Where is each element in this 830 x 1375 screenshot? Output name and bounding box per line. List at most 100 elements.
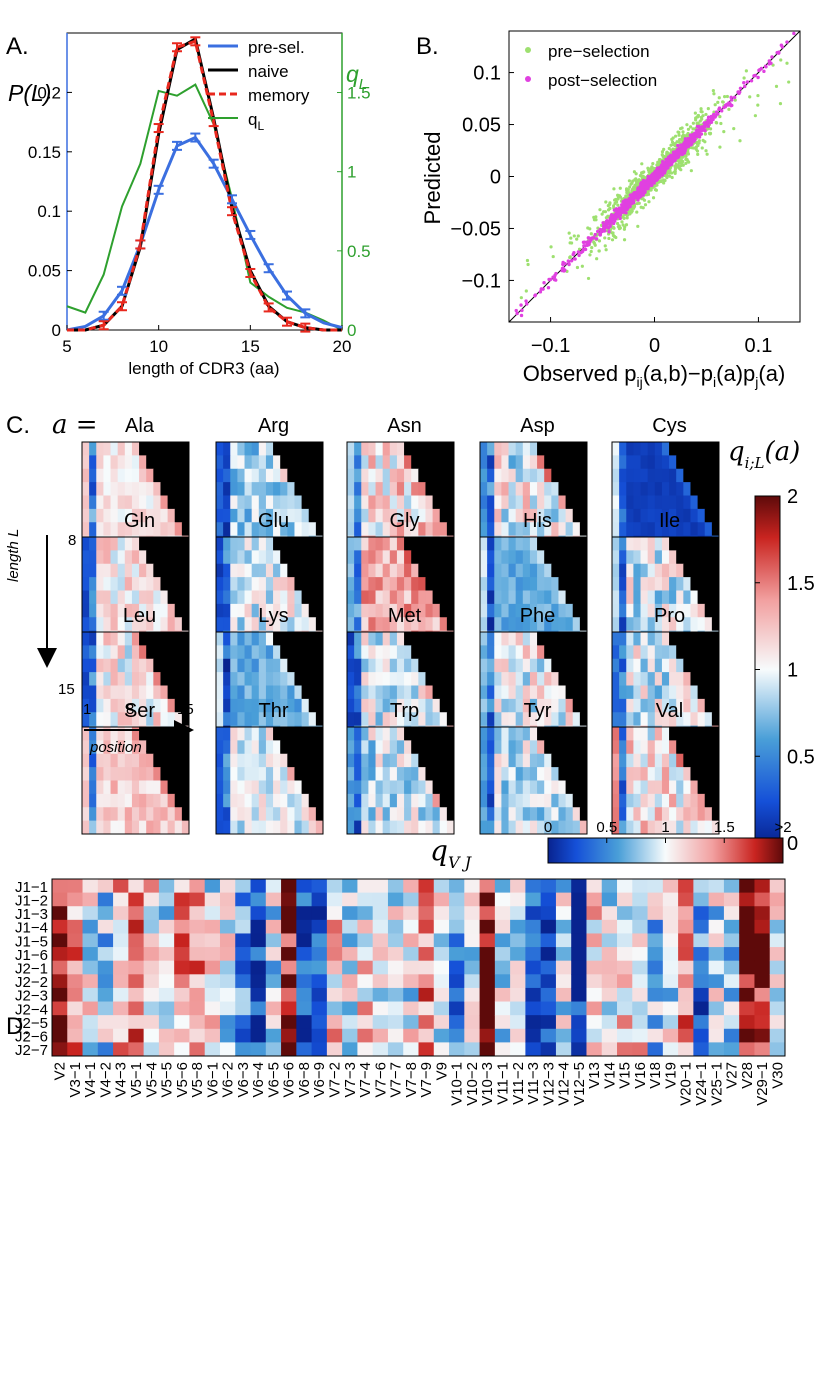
heatmap-cell <box>654 603 663 618</box>
heatmap-cell <box>439 482 448 496</box>
panel-b-xlabel: Observed pij(a,b)−pi(a)pj(a) <box>523 361 786 390</box>
heatmap-cell <box>508 672 517 686</box>
heatmap-cell <box>404 468 412 483</box>
vj-cell <box>311 1015 328 1030</box>
heatmap-cell <box>612 672 620 686</box>
heatmap-cell <box>82 603 90 618</box>
vj-cell <box>97 1042 114 1057</box>
heatmap-cell <box>661 793 670 808</box>
heatmap-cell <box>82 482 90 496</box>
heatmap-cell <box>683 468 691 483</box>
heatmap-cell <box>411 632 419 646</box>
point-post-selection <box>690 135 695 139</box>
heatmap-cell <box>704 617 713 632</box>
heatmap-cell <box>368 793 376 808</box>
vj-cell <box>250 960 267 975</box>
heatmap-cell <box>287 482 295 496</box>
heatmap-cell <box>676 455 684 470</box>
heatmap-cell <box>508 807 517 822</box>
heatmap-cell <box>382 442 391 456</box>
heatmap-cell <box>174 807 183 822</box>
point-pre-selection <box>703 132 707 136</box>
heatmap-cell <box>432 550 441 565</box>
heatmap-cell <box>446 780 455 795</box>
heatmap-cell <box>494 645 502 660</box>
heatmap-cell <box>230 807 238 822</box>
panel-a-legend: pre-sel. naive memory qL <box>208 38 310 133</box>
heatmap-cell <box>347 508 355 523</box>
heatmap-cell <box>544 658 552 673</box>
heatmap-cell <box>244 793 253 808</box>
heatmap-cell <box>661 617 670 632</box>
heatmap-cell <box>544 698 552 713</box>
vj-cell <box>326 1028 343 1043</box>
heatmap-cell <box>167 508 176 523</box>
heatmap-title-leu: Leu <box>123 605 156 627</box>
heatmap-cell <box>375 753 384 768</box>
heatmap-cell <box>487 793 495 808</box>
heatmap-cell <box>654 727 663 741</box>
heatmap-cell <box>389 753 398 768</box>
heatmap-cell <box>432 685 441 700</box>
heatmap-cell <box>522 698 531 713</box>
heatmap-cell <box>711 468 720 483</box>
heatmap-cell <box>368 767 376 781</box>
heatmap-cell <box>110 455 119 470</box>
heatmap-cell <box>181 508 190 523</box>
heatmap-cell <box>501 537 509 551</box>
point-post-selection <box>635 191 639 195</box>
point-post-selection <box>706 115 711 119</box>
heatmap-cell <box>418 482 426 496</box>
heatmap-cell <box>382 645 391 660</box>
point-post-selection <box>653 172 658 177</box>
heatmap-cell <box>237 482 245 496</box>
heatmap-cell <box>160 712 168 727</box>
heatmap-cell <box>216 508 224 523</box>
point-pre-selection <box>598 208 602 212</box>
heatmap-trp <box>346 726 455 835</box>
vj-cell <box>326 960 343 975</box>
heatmap-cell <box>633 468 641 483</box>
heatmap-cell <box>647 658 656 673</box>
heatmap-val <box>611 726 720 835</box>
heatmap-cell <box>480 672 488 686</box>
heatmap-cell <box>287 603 295 618</box>
panel-a-xlabel: length of CDR3 (aa) <box>128 359 279 378</box>
heatmap-cell <box>287 632 295 646</box>
heatmap-cell <box>280 508 288 523</box>
heatmap-cell <box>572 590 581 605</box>
heatmap-cell <box>382 577 391 591</box>
heatmap-cell <box>382 793 391 808</box>
heatmap-gln <box>81 536 190 645</box>
point-pre-selection <box>577 247 582 251</box>
heatmap-cell <box>551 727 559 741</box>
heatmap-cell <box>280 645 288 660</box>
heatmap-cell <box>181 468 190 483</box>
heatmap-cell <box>361 672 369 686</box>
heatmap-cell <box>258 698 267 713</box>
heatmap-frame <box>479 726 588 835</box>
heatmap-cell <box>308 632 317 646</box>
point-post-selection <box>608 224 612 228</box>
heatmap-cell <box>711 563 720 578</box>
heatmap-cell <box>117 698 126 713</box>
heatmap-cell <box>96 740 104 755</box>
heatmap-cell <box>244 603 253 618</box>
heatmap-cell <box>690 455 698 470</box>
heatmap-cell <box>181 753 190 768</box>
heatmap-cell <box>223 698 231 713</box>
heatmap-cell <box>487 468 495 483</box>
heatmap-cell <box>537 740 545 755</box>
vj-cell <box>204 974 221 989</box>
heatmap-cell <box>139 550 147 565</box>
heatmap-cell <box>676 780 684 795</box>
heatmap-cell <box>432 740 441 755</box>
colorbar-d-tick-label: 0.5 <box>596 819 617 836</box>
heatmap-cell <box>515 632 524 646</box>
heatmap-cell <box>425 753 433 768</box>
heatmap-cell <box>96 645 104 660</box>
point-pre-selection <box>604 200 608 204</box>
heatmap-cell <box>315 468 324 483</box>
heatmap-cell <box>82 468 90 483</box>
heatmap-cell <box>704 658 713 673</box>
